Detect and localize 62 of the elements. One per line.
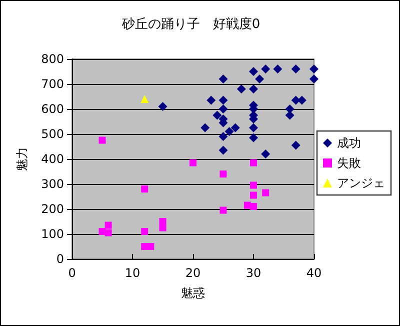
y-tick-label: 800 bbox=[41, 52, 64, 66]
legend-label: 失敗 bbox=[337, 156, 361, 170]
point bbox=[273, 64, 282, 74]
y-tick-label: 0 bbox=[56, 252, 64, 266]
legend-label: 成功 bbox=[337, 136, 361, 150]
point bbox=[230, 123, 240, 132]
point bbox=[218, 146, 228, 155]
y-tick-label: 300 bbox=[41, 177, 64, 191]
point bbox=[236, 84, 246, 94]
x-tick-label: 20 bbox=[185, 266, 201, 280]
point bbox=[218, 96, 228, 105]
point bbox=[249, 133, 258, 142]
point bbox=[262, 189, 270, 196]
point bbox=[261, 64, 270, 74]
point bbox=[249, 67, 258, 76]
point bbox=[218, 132, 228, 141]
point bbox=[310, 74, 318, 84]
point bbox=[141, 186, 148, 192]
point bbox=[158, 102, 168, 111]
chart-title: 砂丘の踊り子 好戦度0 bbox=[120, 16, 260, 32]
point bbox=[147, 243, 154, 250]
x-tick-label: 30 bbox=[246, 266, 262, 280]
point bbox=[250, 203, 257, 210]
point bbox=[310, 64, 318, 74]
y-axis-title: 魅力 bbox=[15, 147, 29, 171]
x-tick-label: 0 bbox=[68, 266, 76, 280]
point bbox=[212, 110, 222, 120]
point bbox=[218, 104, 228, 114]
point bbox=[255, 74, 264, 84]
y-tick-label: 400 bbox=[41, 152, 64, 166]
point bbox=[190, 159, 196, 166]
point bbox=[159, 224, 166, 232]
point bbox=[220, 206, 227, 214]
y-tick-label: 500 bbox=[41, 127, 64, 141]
x-axis-title: 魅惑 bbox=[181, 286, 205, 300]
point bbox=[249, 84, 258, 94]
point bbox=[291, 140, 300, 150]
point bbox=[200, 123, 210, 132]
point bbox=[291, 64, 300, 74]
point bbox=[250, 182, 257, 189]
y-tick-label: 600 bbox=[41, 102, 64, 116]
point bbox=[250, 192, 257, 199]
point bbox=[141, 228, 148, 235]
legend-label: アンジェ bbox=[337, 176, 385, 190]
x-tick-label: 40 bbox=[306, 266, 322, 280]
x-tick-label: 10 bbox=[124, 266, 140, 280]
point bbox=[104, 222, 112, 229]
point bbox=[206, 96, 216, 105]
y-tick-label: 200 bbox=[41, 202, 64, 216]
point bbox=[140, 95, 149, 103]
point bbox=[104, 229, 112, 236]
y-tick-label: 700 bbox=[41, 77, 64, 91]
point bbox=[224, 127, 234, 136]
y-tick-label: 100 bbox=[41, 227, 64, 241]
point bbox=[249, 123, 258, 132]
point bbox=[250, 159, 257, 166]
point bbox=[220, 170, 227, 178]
point bbox=[285, 104, 294, 114]
point bbox=[98, 136, 106, 144]
point bbox=[159, 218, 166, 225]
point bbox=[261, 150, 270, 158]
point bbox=[218, 74, 228, 84]
